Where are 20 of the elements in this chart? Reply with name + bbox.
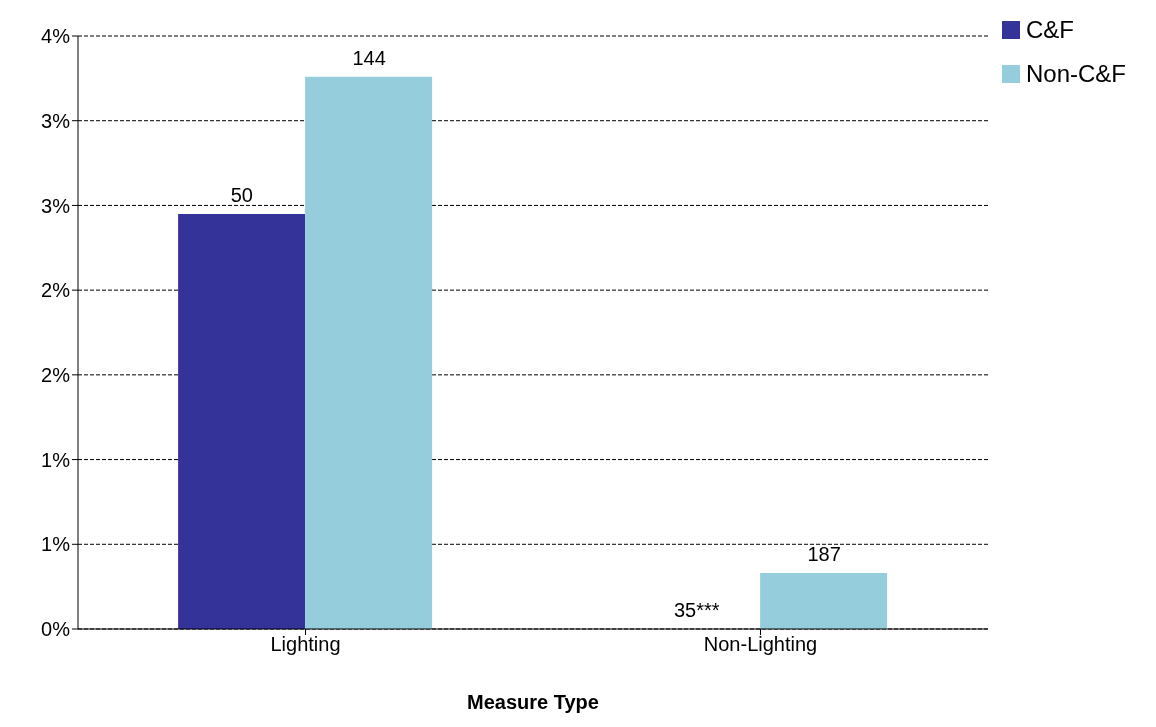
legend-label: C&F	[1026, 16, 1074, 44]
y-tick-label: 4%	[41, 25, 71, 48]
bar	[178, 213, 306, 629]
y-tick-label: 3%	[41, 109, 71, 132]
annotation: 35***	[674, 599, 720, 621]
y-tick-label: 0%	[41, 618, 71, 641]
legend-label: Non-C&F	[1026, 60, 1127, 88]
x-axis-title: Measure Type	[467, 691, 599, 713]
y-tick-label: 2%	[41, 279, 71, 302]
x-tick-label: Lighting	[270, 633, 341, 656]
y-tick-label: 1%	[41, 448, 71, 471]
bar	[760, 573, 888, 629]
annotation: 50	[230, 183, 253, 206]
annotation: 144	[352, 46, 386, 69]
y-tick-label: 3%	[41, 194, 71, 217]
x-tick-label: Non-Lighting	[703, 633, 818, 656]
bar	[305, 76, 433, 629]
annotation: 187	[807, 543, 841, 566]
y-tick-label: 1%	[41, 533, 71, 556]
y-tick-label: 2%	[41, 363, 71, 386]
